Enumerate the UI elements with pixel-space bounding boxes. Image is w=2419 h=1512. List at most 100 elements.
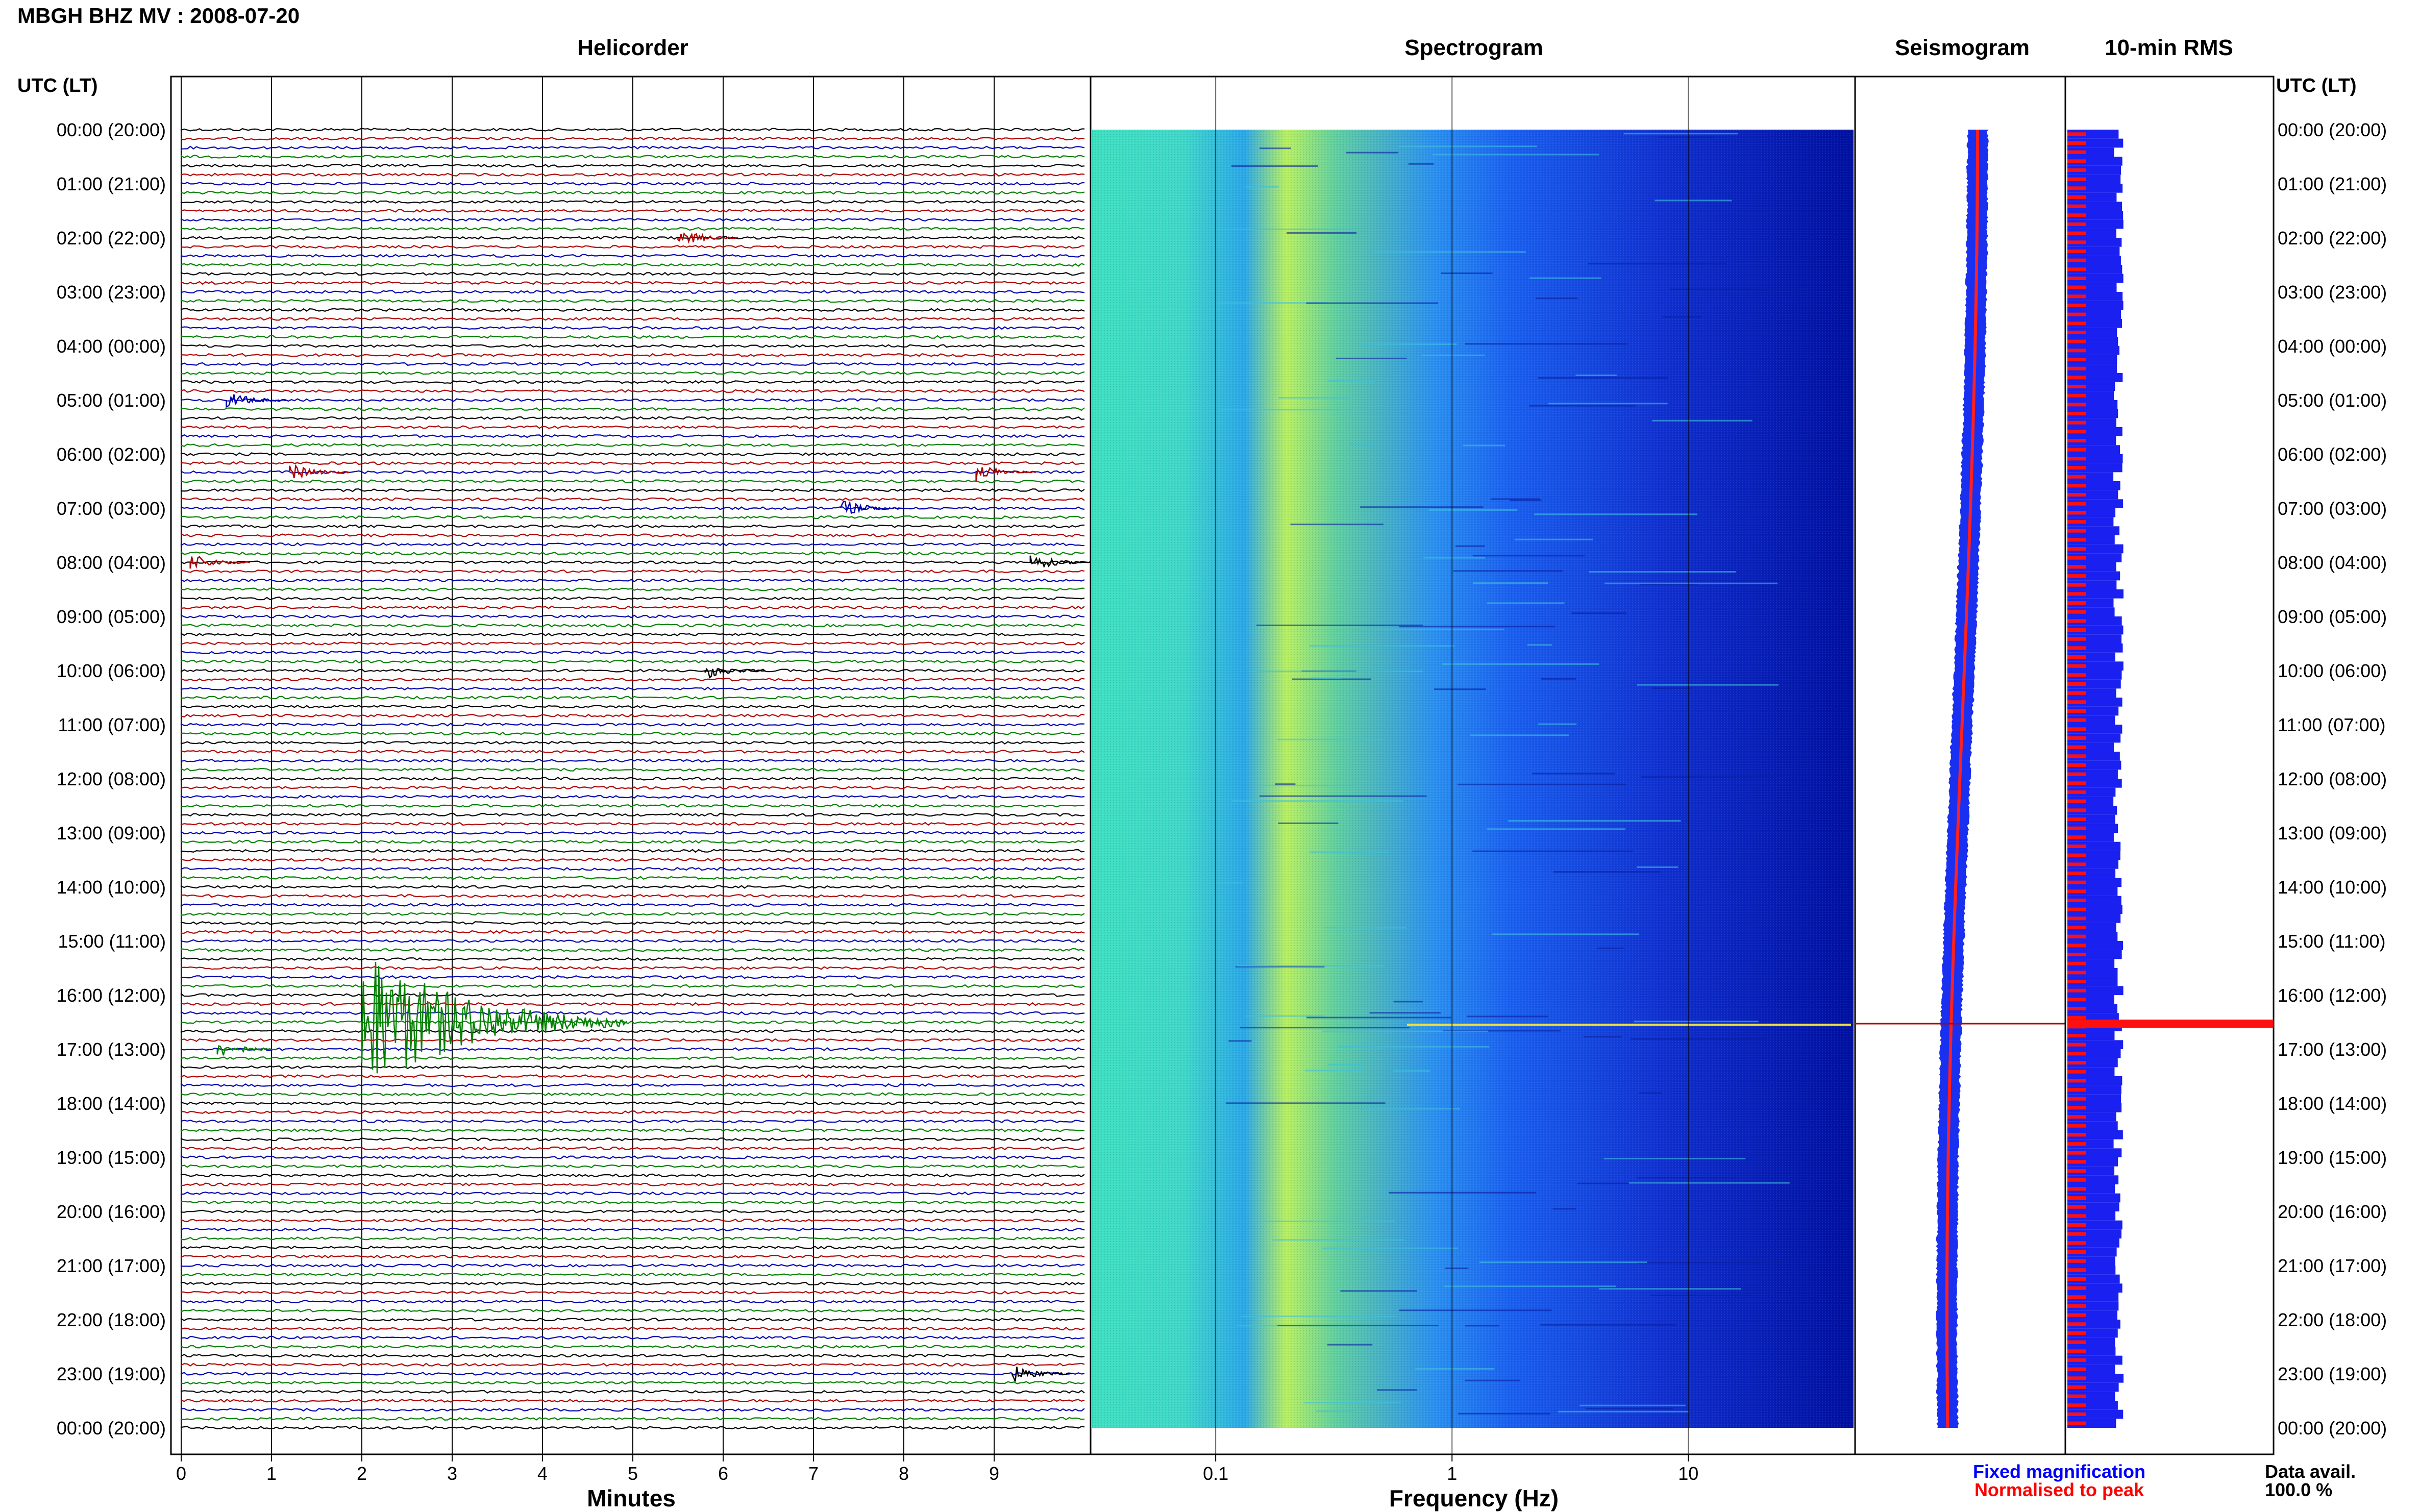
rms-bar-normalised: [2067, 502, 2086, 506]
rms-bar-normalised: [2067, 168, 2086, 172]
rms-bar-fixed: [2067, 445, 2120, 454]
spectrogram-streak: [1487, 602, 1565, 604]
spectrogram-streak: [1552, 1208, 1576, 1210]
rms-bar-fixed: [2067, 797, 2114, 806]
rms-bar-normalised: [2067, 1277, 2086, 1281]
rms-bar-fixed: [2067, 409, 2118, 418]
helicorder-trace: [180, 894, 1085, 898]
helicorder-trace: [180, 569, 1085, 574]
rms-bar-normalised: [2067, 294, 2086, 299]
spectrogram-streak: [1538, 723, 1577, 725]
rms-bar-normalised: [2067, 1133, 2086, 1137]
rms-bar-fixed: [2067, 1220, 2122, 1230]
helicorder-trace: [180, 263, 1085, 267]
spectrogram-streak: [1532, 773, 1615, 775]
spectrogram-streak: [1376, 1389, 1417, 1391]
spectrogram-streak: [1237, 965, 1384, 967]
helicorder-trace: [180, 344, 1085, 348]
rms-bar-fixed: [2067, 715, 2115, 725]
helicorder-trace: [180, 605, 1085, 610]
helicorder-frame: [170, 76, 1092, 1455]
rms-bar-normalised: [2067, 1196, 2086, 1200]
spectrogram-streak: [1277, 738, 1383, 740]
helicorder-event: [704, 668, 765, 679]
spectrogram-streak: [1241, 1316, 1395, 1318]
spectrogram-streak: [1309, 645, 1455, 647]
helicorder-trace: [180, 1281, 1085, 1286]
rms-bar-normalised: [2067, 1006, 2086, 1011]
spectrogram-streak: [1399, 1309, 1552, 1311]
spectrogram-streak: [1538, 377, 1668, 379]
rms-bar-normalised: [2067, 376, 2086, 380]
rms-bar-fixed: [2067, 1175, 2119, 1184]
helicorder-panel: [170, 76, 1092, 1455]
rms-bar-normalised: [2067, 195, 2086, 200]
spectrogram-streak: [1360, 343, 1457, 345]
spectrogram-streak: [1527, 644, 1552, 646]
spectrogram-streak: [1458, 783, 1626, 785]
spectrogram-streak: [1306, 302, 1439, 304]
rms-bar-normalised: [2067, 799, 2086, 803]
helicorder-title: Helicorder: [577, 35, 688, 60]
helicorder-x-tick-label: 1: [266, 1463, 277, 1484]
rms-bar-normalised: [2067, 745, 2086, 749]
time-tick-label: 00:00 (20:00): [2278, 1418, 2387, 1439]
helicorder-trace: [180, 488, 1085, 492]
helicorder-trace: [180, 1110, 1085, 1114]
spectrogram-x-ticks: 0.1 1 10: [1203, 1454, 1698, 1484]
rms-bar-fixed: [2067, 1256, 2115, 1266]
spectrogram-streak: [1470, 734, 1569, 736]
spectrogram-streak: [1540, 1324, 1676, 1326]
rms-bar-fixed: [2067, 355, 2117, 364]
rms-bar-fixed: [2067, 328, 2117, 337]
rms-bar-normalised: [2067, 1295, 2086, 1299]
helicorder-trace: [180, 1119, 1085, 1124]
rms-bar-normalised: [2067, 1097, 2086, 1101]
spectrogram-streak: [1278, 822, 1339, 824]
helicorder-event: [975, 466, 1036, 481]
time-tick-label: 17:00 (13:00): [2278, 1039, 2387, 1060]
rms-bar-normalised: [2067, 1376, 2086, 1380]
spectrogram-streak: [1389, 1192, 1537, 1194]
rms-bar-fixed: [2067, 1085, 2121, 1095]
helicorder-trace: [180, 560, 1085, 564]
rms-bar-fixed: [2067, 301, 2124, 310]
helicorder-trace: [180, 1155, 1085, 1159]
rms-bar-normalised: [2067, 132, 2086, 136]
helicorder-trace: [180, 1182, 1085, 1186]
helicorder-trace: [180, 596, 1085, 601]
helicorder-event: [1029, 555, 1091, 568]
helicorder-trace: [180, 1002, 1085, 1006]
helicorder-trace: [180, 128, 1085, 132]
rms-bar-fixed: [2067, 1058, 2118, 1068]
spectrogram-streak: [1259, 795, 1427, 797]
rms-bar-fixed: [2067, 283, 2117, 292]
rms-bar-fixed: [2067, 733, 2121, 743]
rms-bar-normalised: [2067, 1259, 2086, 1263]
time-tick-label: 11:00 (07:00): [2278, 714, 2385, 735]
rms-bar-fixed: [2067, 400, 2118, 409]
rms-bar-fixed: [2067, 571, 2120, 581]
helicorder-trace: [180, 659, 1085, 664]
rms-bar-fixed: [2067, 1374, 2124, 1383]
rms-bar-fixed: [2067, 787, 2116, 797]
time-tick-label: 02:00 (22:00): [2278, 228, 2387, 249]
rms-bar-fixed: [2067, 598, 2114, 608]
spectrogram-streak: [1274, 783, 1296, 785]
helicorder-trace: [180, 1299, 1085, 1304]
helicorder-trace: [180, 136, 1085, 141]
rms-bar-normalised: [2067, 1087, 2086, 1092]
helicorder-trace: [180, 957, 1085, 961]
spectrogram-x-tick-label: 10: [1678, 1463, 1698, 1484]
spectrogram-streak: [1577, 1182, 1668, 1184]
helicorder-trace: [180, 578, 1085, 583]
spectrogram-streak: [1240, 1027, 1410, 1029]
rms-bar-fixed: [2067, 211, 2124, 220]
rms-bar-normalised: [2067, 519, 2086, 524]
rms-bar-fixed: [2067, 373, 2123, 382]
helicorder-event: [361, 961, 627, 1074]
rms-bar-normalised: [2067, 448, 2086, 452]
rms-bar-fixed: [2067, 878, 2122, 887]
spectrogram-streak: [1434, 688, 1486, 690]
rms-bar-normalised: [2067, 1178, 2086, 1182]
